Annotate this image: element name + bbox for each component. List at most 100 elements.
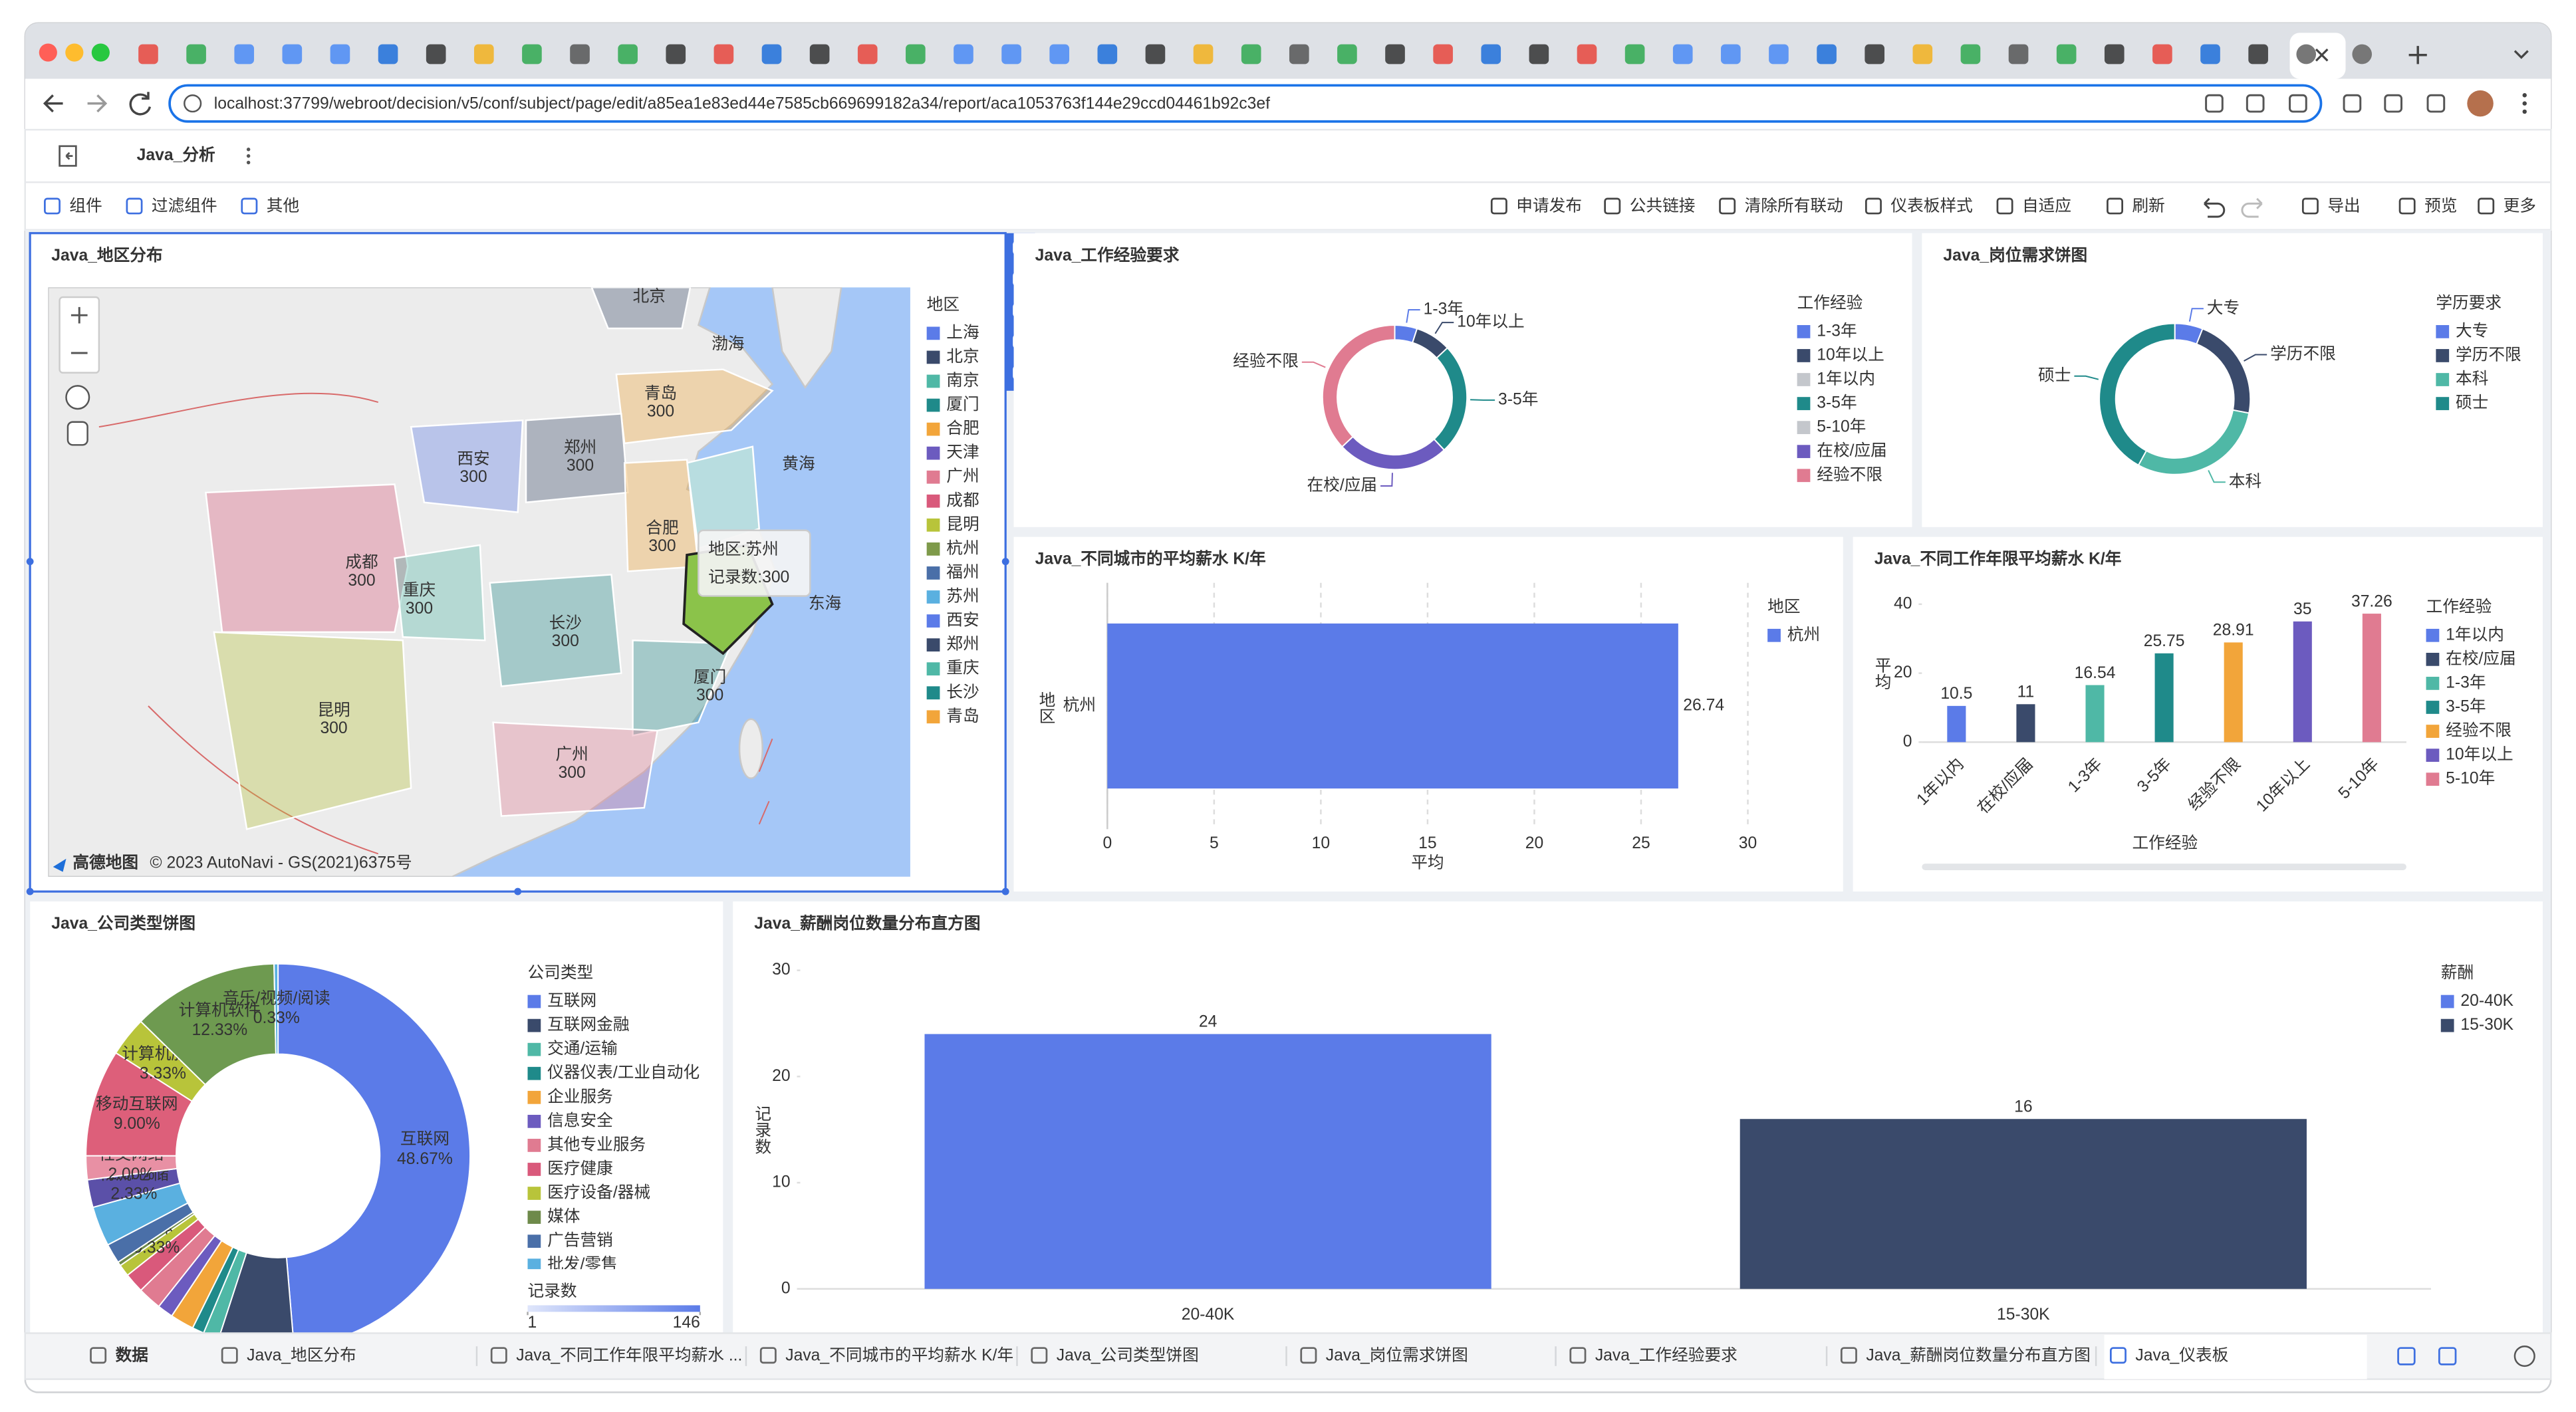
tab-favicon[interactable] (1337, 44, 1357, 64)
legend-swatch[interactable] (2436, 349, 2450, 362)
header-menu[interactable] (246, 148, 251, 152)
donut-slice[interactable] (1321, 324, 1396, 448)
legend-label[interactable]: 在校/应届 (1817, 441, 1887, 460)
toolbar-button[interactable]: 仪表板样式 (1890, 197, 1972, 215)
browser-action[interactable] (2246, 94, 2265, 113)
browser-action[interactable] (2205, 94, 2224, 113)
tab-favicon[interactable] (1960, 44, 1981, 64)
header-menu[interactable] (246, 154, 251, 158)
legend-swatch[interactable] (527, 1090, 541, 1104)
legend-label[interactable]: 1年以内 (1817, 370, 1875, 388)
legend-label[interactable]: 其他专业服务 (547, 1135, 646, 1153)
footer-tab[interactable]: Java_工作经验要求 (1595, 1346, 1738, 1365)
legend-label[interactable]: 1-3年 (2446, 673, 2486, 691)
url-field[interactable] (168, 84, 2323, 123)
legend-swatch[interactable] (926, 710, 940, 724)
legend-swatch[interactable] (926, 470, 940, 484)
donut-slice[interactable] (2099, 322, 2176, 467)
legend-swatch[interactable] (926, 590, 940, 604)
resize-handle[interactable] (514, 887, 522, 895)
tab-favicon[interactable] (1481, 44, 1501, 64)
legend-swatch[interactable] (926, 518, 940, 532)
legend-label[interactable]: 苏州 (946, 587, 979, 606)
legend-swatch[interactable] (1797, 469, 1811, 483)
tab-close[interactable] (2315, 48, 2329, 62)
browser-menu[interactable] (2522, 93, 2527, 98)
scrollbar[interactable] (1922, 864, 2406, 870)
legend-label[interactable]: 天津 (946, 443, 979, 461)
footer-tab[interactable]: Java_薪酬岗位数量分布直方图 (1866, 1346, 2090, 1365)
tab-favicon[interactable] (522, 44, 542, 64)
forward-button[interactable] (87, 94, 108, 113)
dashboard-title[interactable]: Java_分析 (137, 146, 215, 164)
legend-swatch[interactable] (1797, 445, 1811, 459)
footer-tab[interactable]: Java_公司类型饼图 (1057, 1346, 1199, 1365)
legend-swatch[interactable] (1797, 397, 1811, 410)
legend-swatch[interactable] (2426, 725, 2440, 738)
legend-swatch[interactable] (2436, 325, 2450, 338)
tab-favicon[interactable] (1769, 44, 1789, 64)
legend-label[interactable]: 昆明 (946, 515, 979, 533)
region[interactable] (205, 483, 409, 634)
bar[interactable] (2293, 621, 2312, 743)
legend-swatch[interactable] (926, 566, 940, 580)
legend-label[interactable]: 15-30K (2460, 1016, 2513, 1034)
legend-swatch[interactable] (926, 446, 940, 460)
browser-action[interactable] (2384, 94, 2402, 113)
region[interactable] (410, 419, 524, 513)
toolbar-button[interactable]: 组件 (69, 197, 102, 215)
legend-label[interactable]: 信息安全 (547, 1111, 613, 1129)
toolbar-button[interactable]: 刷新 (2132, 197, 2164, 215)
legend-swatch[interactable] (926, 686, 940, 700)
footer-tab[interactable]: Java_地区分布 (247, 1346, 356, 1365)
legend-label[interactable]: 成都 (946, 491, 979, 509)
legend-label[interactable]: 本科 (2456, 370, 2488, 388)
tab-favicon[interactable] (2200, 44, 2220, 64)
resize-handle[interactable] (26, 887, 34, 895)
bar[interactable] (2362, 614, 2381, 743)
browser-action[interactable] (2343, 94, 2362, 113)
region[interactable] (525, 413, 629, 504)
footer-tab[interactable]: 数据 (116, 1346, 149, 1365)
tab-favicon[interactable] (1433, 44, 1453, 64)
toolbar-button[interactable]: 过滤组件 (152, 197, 217, 215)
region[interactable] (590, 287, 692, 330)
pan-control[interactable] (66, 421, 88, 446)
bar[interactable] (1107, 623, 1678, 789)
bar[interactable] (1947, 705, 1966, 743)
toolbar-button[interactable]: 其他 (267, 197, 299, 215)
url-text[interactable]: localhost:37799/webroot/decision/v5/conf… (214, 94, 1270, 112)
legend-label[interactable]: 仪器仪表/工业自动化 (547, 1063, 700, 1082)
footer-tab[interactable]: Java_仪表板 (2135, 1346, 2228, 1365)
tab-favicon[interactable] (570, 44, 590, 64)
tab-favicon[interactable] (713, 44, 734, 64)
active-tab[interactable] (2289, 33, 2346, 79)
legend-label[interactable]: 西安 (946, 611, 979, 630)
legend-swatch[interactable] (926, 494, 940, 508)
tab-favicon[interactable] (138, 44, 158, 64)
legend-label[interactable]: 1-3年 (1817, 321, 1857, 340)
legend-label[interactable]: 医疗健康 (547, 1159, 613, 1177)
legend-label[interactable]: 5-10年 (1817, 417, 1866, 436)
legend-swatch[interactable] (1797, 373, 1811, 386)
tab-favicon[interactable] (666, 44, 686, 64)
legend-label[interactable]: 3-5年 (2446, 697, 2486, 715)
legend-label[interactable]: 企业服务 (547, 1087, 613, 1106)
site-info[interactable] (184, 94, 202, 113)
legend-label[interactable]: 广告营销 (547, 1231, 613, 1250)
region[interactable] (632, 639, 733, 737)
legend-swatch[interactable] (527, 1235, 541, 1248)
legend-swatch[interactable] (2436, 373, 2450, 386)
tab-favicon[interactable] (234, 44, 255, 64)
browser-menu[interactable] (2522, 109, 2527, 114)
redo-button[interactable] (2241, 197, 2263, 218)
footer-tab[interactable]: Java_不同工作年限平均薪水 ... (516, 1346, 742, 1365)
legend-swatch[interactable] (926, 614, 940, 628)
legend-label[interactable]: 大专 (2456, 321, 2488, 340)
legend-swatch[interactable] (2440, 995, 2454, 1008)
browser-menu[interactable] (2522, 101, 2527, 106)
legend-swatch[interactable] (926, 398, 940, 412)
legend-label[interactable]: 在校/应届 (2446, 649, 2516, 667)
tab-favicon[interactable] (1817, 44, 1837, 64)
legend-label[interactable]: 杭州 (1787, 625, 1820, 644)
